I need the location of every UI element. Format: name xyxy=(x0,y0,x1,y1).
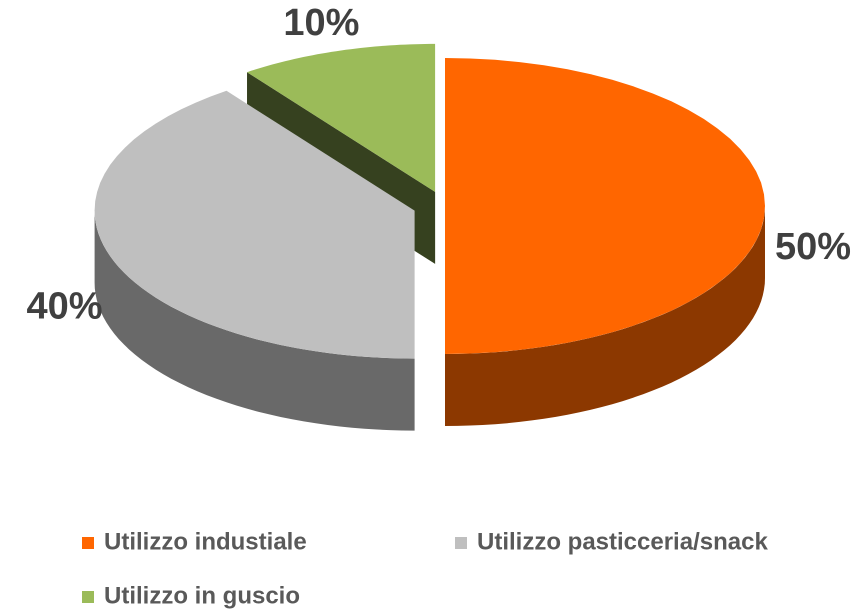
legend-swatch xyxy=(455,537,467,549)
slice xyxy=(94,90,415,359)
value-label: 50% xyxy=(775,226,851,268)
legend-label: Utilizzo pasticceria/snack xyxy=(477,528,768,555)
slice xyxy=(247,43,436,192)
legend-label: Utilizzo in guscio xyxy=(104,582,300,609)
slice-side xyxy=(445,206,765,426)
slice-side xyxy=(94,210,415,431)
legend-swatch xyxy=(82,591,94,603)
legend-swatch xyxy=(82,537,94,549)
value-label: 10% xyxy=(283,2,359,44)
legend-label: Utilizzo industiale xyxy=(104,528,307,555)
slice xyxy=(445,58,765,354)
value-label: 40% xyxy=(27,286,103,328)
